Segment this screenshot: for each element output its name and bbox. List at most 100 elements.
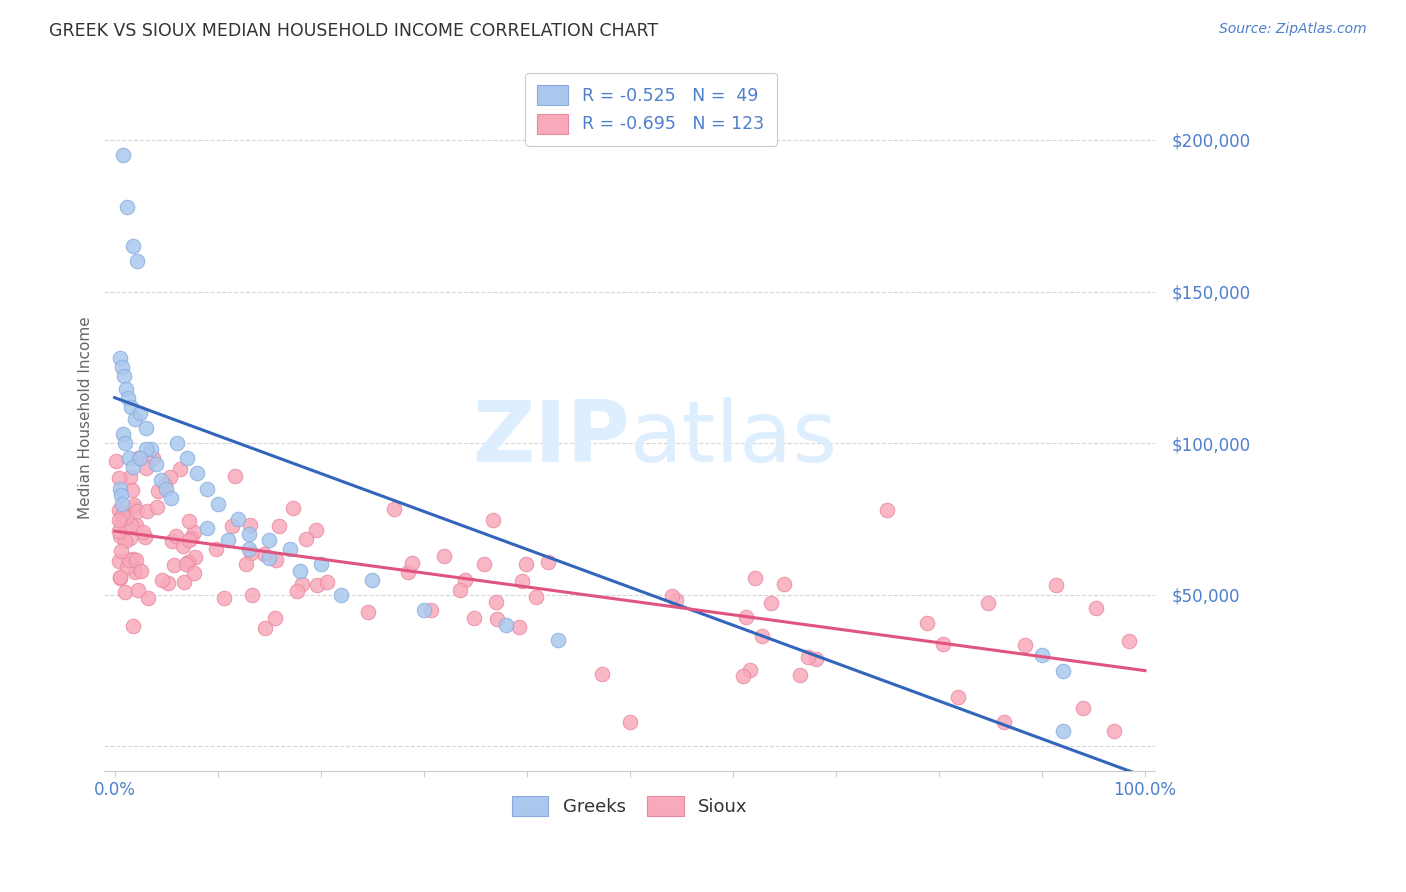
Point: [111, 148, 134, 162]
Point: [485, 595, 508, 609]
Point: [173, 575, 195, 590]
Point: [115, 200, 138, 214]
Point: [664, 593, 686, 607]
Point: [108, 529, 131, 543]
Point: [134, 530, 156, 544]
Point: [224, 468, 246, 483]
Point: [112, 369, 135, 384]
Point: [214, 591, 236, 605]
Point: [309, 558, 332, 572]
Point: [463, 611, 485, 625]
Point: [142, 451, 165, 466]
Point: [135, 442, 157, 457]
Point: [176, 451, 198, 466]
Point: [118, 553, 141, 567]
Point: [221, 519, 243, 533]
Point: [217, 533, 239, 548]
Point: [207, 497, 229, 511]
Point: [139, 442, 162, 457]
Point: [115, 382, 138, 396]
Point: [160, 491, 183, 505]
Point: [238, 527, 260, 541]
Point: [751, 629, 773, 643]
Point: [111, 516, 134, 530]
Point: [1071, 701, 1094, 715]
Point: [169, 462, 191, 476]
Point: [150, 473, 173, 487]
Point: [238, 542, 260, 557]
Point: [177, 555, 200, 569]
Point: [307, 578, 329, 592]
Point: [115, 510, 138, 524]
Point: [761, 596, 783, 610]
Point: [172, 539, 194, 553]
Point: [1102, 724, 1125, 739]
Point: [179, 533, 201, 548]
Point: [240, 546, 263, 560]
Point: [932, 637, 955, 651]
Point: [1052, 664, 1074, 678]
Point: [485, 611, 508, 625]
Point: [915, 615, 938, 630]
Point: [269, 518, 291, 533]
Point: [1084, 600, 1107, 615]
Point: [124, 500, 146, 515]
Point: [536, 555, 558, 569]
Point: [125, 517, 148, 532]
Point: [591, 667, 613, 681]
Point: [111, 497, 134, 511]
Point: [361, 573, 384, 587]
Point: [744, 571, 766, 585]
Point: [330, 588, 353, 602]
Point: [145, 458, 167, 472]
Point: [731, 669, 754, 683]
Point: [108, 351, 131, 366]
Point: [183, 566, 205, 581]
Point: [118, 531, 141, 545]
Point: [482, 513, 505, 527]
Point: [382, 502, 405, 516]
Point: [291, 577, 314, 591]
Point: [204, 541, 226, 556]
Text: GREEK VS SIOUX MEDIAN HOUSEHOLD INCOME CORRELATION CHART: GREEK VS SIOUX MEDIAN HOUSEHOLD INCOME C…: [49, 22, 658, 40]
Text: atlas: atlas: [630, 397, 838, 480]
Point: [118, 451, 141, 466]
Point: [135, 504, 157, 518]
Point: [772, 577, 794, 591]
Point: [146, 500, 169, 515]
Point: [295, 533, 318, 547]
Point: [135, 461, 157, 475]
Text: ZIP: ZIP: [472, 397, 630, 480]
Text: Source: ZipAtlas.com: Source: ZipAtlas.com: [1219, 22, 1367, 37]
Point: [111, 360, 134, 375]
Point: [197, 482, 219, 496]
Point: [118, 470, 141, 484]
Point: [184, 550, 207, 565]
Point: [449, 582, 471, 597]
Point: [166, 436, 188, 450]
Point: [305, 523, 328, 537]
Point: [401, 556, 423, 570]
Point: [396, 565, 419, 579]
Point: [107, 471, 129, 485]
Point: [1031, 648, 1053, 663]
Point: [239, 517, 262, 532]
Point: [121, 551, 143, 566]
Point: [117, 391, 139, 405]
Point: [135, 421, 157, 435]
Point: [132, 525, 155, 540]
Point: [433, 549, 456, 563]
Point: [235, 557, 257, 571]
Point: [108, 572, 131, 586]
Point: [252, 547, 274, 561]
Point: [993, 715, 1015, 730]
Point: [1014, 638, 1036, 652]
Point: [278, 542, 301, 557]
Point: [127, 451, 149, 466]
Point: [163, 558, 186, 573]
Point: [454, 573, 477, 587]
Point: [114, 534, 136, 549]
Point: [789, 667, 811, 681]
Point: [104, 454, 127, 468]
Point: [177, 514, 200, 528]
